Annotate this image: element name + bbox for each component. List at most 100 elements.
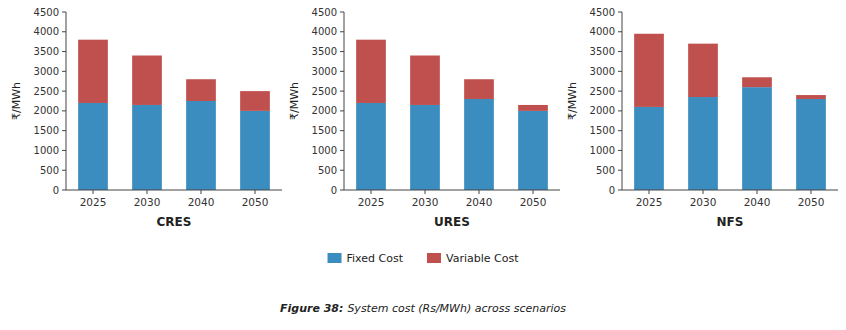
y-tick-label: 1000 [590,145,615,156]
y-tick [618,110,622,111]
x-tick-label: 2050 [520,196,547,208]
y-tick [340,150,344,151]
bar [688,44,718,97]
y-tick [618,150,622,151]
y-tick-label: 2500 [312,86,337,97]
bar [688,97,718,190]
y-tick [62,91,66,92]
y-tick [62,12,66,13]
y-tick-label: 1000 [34,145,59,156]
legend-item: Fixed Cost [328,252,404,265]
legend-swatch [328,253,342,263]
y-tick-label: 1500 [312,125,337,136]
y-axis-label: ₹/MWh [288,82,301,120]
y-tick [340,12,344,13]
y-tick-label: 4000 [590,26,615,37]
y-tick [340,110,344,111]
y-tick [62,71,66,72]
bar [132,56,162,105]
y-tick [340,170,344,171]
y-tick [618,51,622,52]
bars [78,40,270,190]
y-tick-label: 3500 [312,46,337,57]
bar [518,111,548,190]
x-tick-label: 2025 [80,196,107,208]
bars [356,40,548,190]
y-tick-label: 2000 [590,105,615,116]
legend: Fixed Cost Variable Cost [328,252,520,265]
x-tick-label: 2040 [744,196,771,208]
x-tick [757,190,758,194]
bar [410,56,440,105]
bar [186,101,216,190]
x-tick [425,190,426,194]
y-axis-label: ₹/MWh [566,82,579,120]
panel: 0500100015002000250030003500400045002025… [10,7,282,230]
bar [518,105,548,111]
y-tick-label: 3000 [34,66,59,77]
bar [356,40,386,103]
y-axis-line [344,12,345,190]
y-axis-label: ₹/MWh [10,82,23,120]
y-tick [62,110,66,111]
y-tick [340,91,344,92]
caption-text: Figure 38: [280,302,343,315]
panel: 0500100015002000250030003500400045002025… [566,7,838,230]
legend-item: Variable Cost [427,252,519,265]
x-tick [371,190,372,194]
y-tick [618,31,622,32]
y-tick [618,170,622,171]
bar [78,103,108,190]
y-tick [340,71,344,72]
x-tick-label: 2040 [188,196,215,208]
x-tick [703,190,704,194]
y-tick-label: 2000 [312,105,337,116]
y-tick-label: 500 [596,165,615,176]
y-tick-label: 1500 [34,125,59,136]
x-axis-line [66,190,282,191]
x-tick [147,190,148,194]
x-axis-label: URES [434,215,470,229]
x-tick-label: 2025 [358,196,385,208]
y-tick-label: 500 [318,165,337,176]
y-tick [618,190,622,191]
panel: 0500100015002000250030003500400045002025… [288,7,560,230]
y-tick-label: 3500 [590,46,615,57]
bar [240,111,270,190]
y-tick-label: 2500 [590,86,615,97]
y-tick [340,130,344,131]
legend-swatch [427,253,441,263]
y-tick [618,91,622,92]
bar [464,79,494,99]
y-tick-label: 0 [609,185,615,196]
x-tick [649,190,650,194]
y-tick-label: 4000 [312,26,337,37]
bar [410,105,440,190]
x-tick [811,190,812,194]
x-tick [255,190,256,194]
bars [634,34,826,190]
legend-label: Fixed Cost [347,252,404,265]
x-tick-label: 2040 [466,196,493,208]
legend-label: Variable Cost [446,252,519,265]
y-tick [618,12,622,13]
y-tick-label: 4500 [590,7,615,18]
x-tick-label: 2030 [412,196,439,208]
x-axis-label: CRES [157,215,192,229]
y-tick-label: 4500 [312,7,337,18]
y-axis-line [622,12,623,190]
y-tick [62,170,66,171]
y-axis-line [66,12,67,190]
y-tick [340,51,344,52]
y-tick [62,31,66,32]
bar [186,79,216,101]
x-tick [533,190,534,194]
x-tick-label: 2030 [134,196,161,208]
bar [796,99,826,190]
x-axis-line [622,190,838,191]
bar [356,103,386,190]
x-tick-label: 2025 [636,196,663,208]
y-tick [62,51,66,52]
y-tick-label: 0 [53,185,59,196]
y-tick-label: 0 [331,185,337,196]
